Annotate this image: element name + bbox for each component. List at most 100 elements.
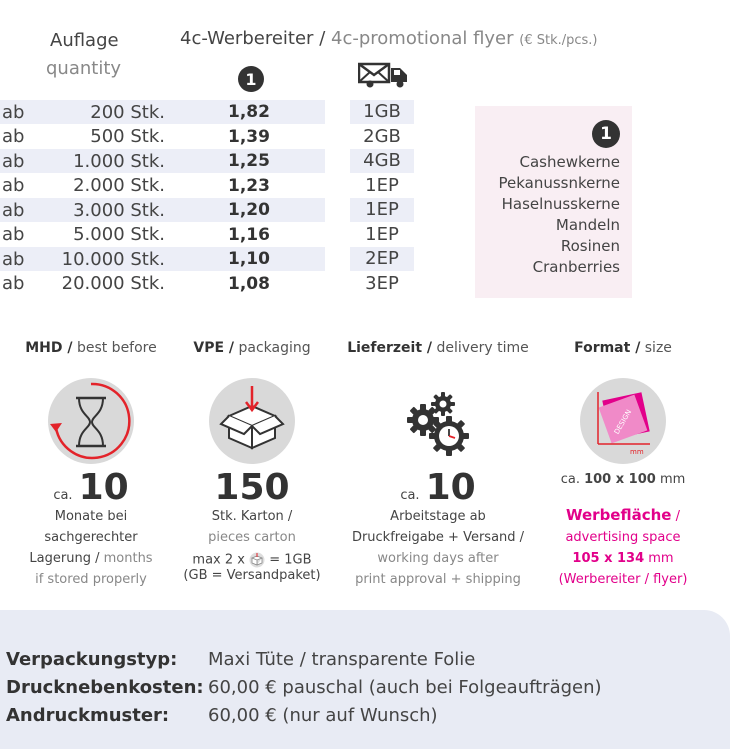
ingredients-badge: 1 (592, 120, 620, 148)
format-line1: Werbefläche / (532, 505, 714, 527)
lieferzeit-title-en: delivery time (436, 340, 529, 356)
shipping-value: 4GB (350, 149, 414, 173)
hourglass-icon (48, 378, 134, 464)
format-icon: DESIGN mm (580, 378, 666, 464)
footer-label: Drucknebenkosten: (6, 677, 204, 698)
footer-value: 60,00 € (nur auf Wunsch) (208, 705, 438, 726)
format-icon-unit: mm (630, 448, 644, 456)
price-table: ab 200 Stk. 1,82 ab 500 Stk. 1,39 ab 1.0… (0, 100, 325, 296)
footer-value: Maxi Tüte / transparente Folie (208, 649, 476, 670)
product-separator: / (319, 28, 326, 49)
ingredient-item: Pekanussnkerne (498, 174, 620, 192)
lieferzeit-line2: Druckfreigabe + Versand / (351, 530, 525, 545)
ab-label: ab (2, 199, 25, 221)
lieferzeit-value: 10 (425, 467, 476, 508)
quantity-value: 1.000 Stk. (73, 150, 165, 172)
price-value: 1,39 (228, 126, 270, 147)
shipping-value: 1EP (365, 223, 399, 245)
price-row: ab 500 Stk. 1,39 (0, 125, 325, 149)
format-line2: advertising space (565, 530, 681, 545)
vpe-line2: pieces carton (208, 530, 296, 545)
product-unit: (€ Stk./pcs.) (519, 33, 598, 48)
mhd-line4: if stored properly (35, 572, 147, 587)
shipping-value: 3EP (365, 272, 399, 294)
vpe-title-en: packaging (238, 340, 311, 356)
price-value: 1,10 (228, 249, 270, 269)
format-title-de: Format / (574, 340, 641, 356)
footer-label: Verpackungstyp: (6, 649, 178, 670)
format-column: Format / size DESIGN mm ca. 100 x 100 mm… (532, 340, 714, 590)
quantity-value: 200 Stk. (90, 101, 165, 123)
lieferzeit-line1: Arbeitstage ab (390, 509, 486, 524)
ab-label: ab (2, 175, 25, 196)
footer-value: 60,00 € pauschal (auch bei Folgeaufträge… (208, 677, 602, 698)
format-title-en: size (644, 340, 672, 356)
lieferzeit-ca: ca. (400, 488, 420, 503)
price-column-badge: 1 (238, 66, 264, 92)
price-value: 1,08 (228, 273, 270, 294)
vpe-line3-post: = 1GB (269, 552, 312, 568)
footer-label: Andruckmuster: (6, 705, 170, 726)
quantity-value: 20.000 Stk. (61, 273, 165, 294)
footer-row: Andruckmuster: 60,00 € (nur auf Wunsch) (6, 702, 730, 730)
mhd-line1: Monate bei (54, 509, 128, 524)
small-box-icon (249, 552, 265, 568)
format-line4: (Werbereiter / flyer) (558, 572, 688, 587)
vpe-title-de: VPE / (193, 340, 235, 356)
vpe-line4: (GB = Versandpaket) (183, 567, 321, 583)
mhd-ca: ca. (53, 488, 73, 503)
mhd-title-de: MHD / (25, 340, 73, 356)
quantity-value: 2.000 Stk. (73, 175, 165, 196)
format-line1-sep: / (675, 509, 680, 524)
price-value: 1,23 (228, 175, 270, 196)
price-row: ab 200 Stk. 1,82 (0, 100, 325, 124)
footer-row: Drucknebenkosten: 60,00 € pauschal (auch… (6, 674, 730, 702)
lieferzeit-column: Lieferzeit / delivery time (347, 340, 529, 590)
format-line3-value: 105 x 134 (572, 551, 645, 566)
header-auflage: Auflage (50, 30, 119, 51)
vpe-line1: Stk. Karton / (211, 509, 293, 524)
quantity-value: 500 Stk. (90, 126, 165, 147)
ingredient-item: Haselnusskerne (501, 195, 620, 213)
vpe-line3-pre: max 2 x (192, 552, 245, 568)
mhd-line2: sachgerechter (44, 530, 138, 545)
shipping-value: 2GB (363, 125, 401, 147)
shipping-column: 1GB 2GB 4GB 1EP 1EP 1EP 2EP 3EP (350, 100, 414, 296)
format-size-pre: ca. (560, 472, 580, 487)
footer-panel: Verpackungstyp: Maxi Tüte / transparente… (0, 610, 730, 749)
format-line3-unit: mm (648, 551, 674, 566)
lieferzeit-line3: working days after (377, 551, 499, 566)
mhd-value: 10 (78, 467, 129, 508)
price-row: ab 10.000 Stk. 1,10 (0, 247, 325, 271)
price-row: ab 2.000 Stk. 1,23 (0, 174, 325, 198)
price-row: ab 5.000 Stk. 1,16 (0, 223, 325, 247)
format-title: Format / size (532, 340, 714, 356)
price-row: ab 1.000 Stk. 1,25 (0, 149, 325, 173)
footer-row: Verpackungstyp: Maxi Tüte / transparente… (6, 646, 730, 674)
mhd-title-en: best before (76, 340, 157, 356)
quantity-value: 3.000 Stk. (73, 199, 165, 221)
shipping-value: 2EP (350, 247, 414, 271)
vpe-value: 150 (214, 467, 290, 508)
lieferzeit-line4: print approval + shipping (355, 572, 521, 587)
format-line1-de: Werbefläche (565, 506, 672, 524)
price-row: ab 20.000 Stk. 1,08 (0, 272, 325, 296)
ab-label: ab (2, 101, 25, 123)
mhd-title: MHD / best before (0, 340, 182, 356)
mhd-line3-en: months (103, 551, 153, 566)
quantity-value: 10.000 Stk. (61, 248, 165, 270)
format-line3: 105 x 134 mm (532, 548, 714, 569)
product-name-en: 4c-promotional flyer (331, 28, 514, 49)
ingredients-box: 1 Cashewkerne Pekanussnkerne Haselnusske… (475, 106, 632, 298)
price-value: 1,20 (228, 200, 270, 220)
quantity-value: 5.000 Stk. (73, 224, 165, 245)
truck-envelope-icon (358, 62, 407, 88)
price-value: 1,16 (228, 224, 270, 245)
vpe-line3: max 2 x = 1GB (161, 552, 343, 569)
lieferzeit-title-de: Lieferzeit / (347, 340, 433, 356)
vpe-column: VPE / packaging 150 Stk. Karton / pieces… (161, 340, 343, 583)
shipping-value: 1EP (350, 198, 414, 222)
ab-label: ab (2, 126, 25, 147)
ab-label: ab (2, 273, 25, 294)
lieferzeit-title: Lieferzeit / delivery time (347, 340, 529, 356)
